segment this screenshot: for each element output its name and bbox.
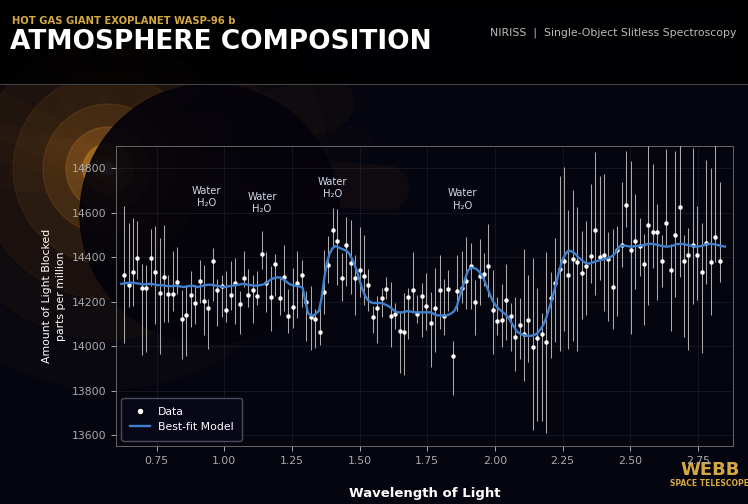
Text: Wavelength of Light: Wavelength of Light xyxy=(349,486,500,499)
Circle shape xyxy=(94,155,122,183)
Text: NIRISS  |  Single-Object Slitless Spectroscopy: NIRISS | Single-Object Slitless Spectros… xyxy=(490,27,736,37)
Text: Water
H₂O: Water H₂O xyxy=(447,188,477,211)
Bar xyxy=(0,0,748,84)
Text: SPACE TELESCOPE: SPACE TELESCOPE xyxy=(670,479,748,488)
Circle shape xyxy=(101,162,115,176)
Text: WEBB: WEBB xyxy=(681,461,740,479)
Text: ATMOSPHERE COMPOSITION: ATMOSPHERE COMPOSITION xyxy=(10,29,432,55)
Text: HOT GAS GIANT EXOPLANET WASP-96 b: HOT GAS GIANT EXOPLANET WASP-96 b xyxy=(12,16,236,26)
Circle shape xyxy=(80,84,340,344)
Circle shape xyxy=(103,164,113,174)
Circle shape xyxy=(43,104,173,234)
Legend: Data, Best-fit Model: Data, Best-fit Model xyxy=(121,398,242,440)
Circle shape xyxy=(0,39,238,299)
Circle shape xyxy=(13,74,203,264)
Text: Water
H₂O: Water H₂O xyxy=(318,177,347,200)
Circle shape xyxy=(83,144,133,194)
Circle shape xyxy=(66,127,150,211)
Text: Water
H₂O: Water H₂O xyxy=(191,186,221,208)
Y-axis label: Amount of Light Blocked
parts per million: Amount of Light Blocked parts per millio… xyxy=(42,229,66,363)
Text: Water
H₂O: Water H₂O xyxy=(248,192,277,214)
